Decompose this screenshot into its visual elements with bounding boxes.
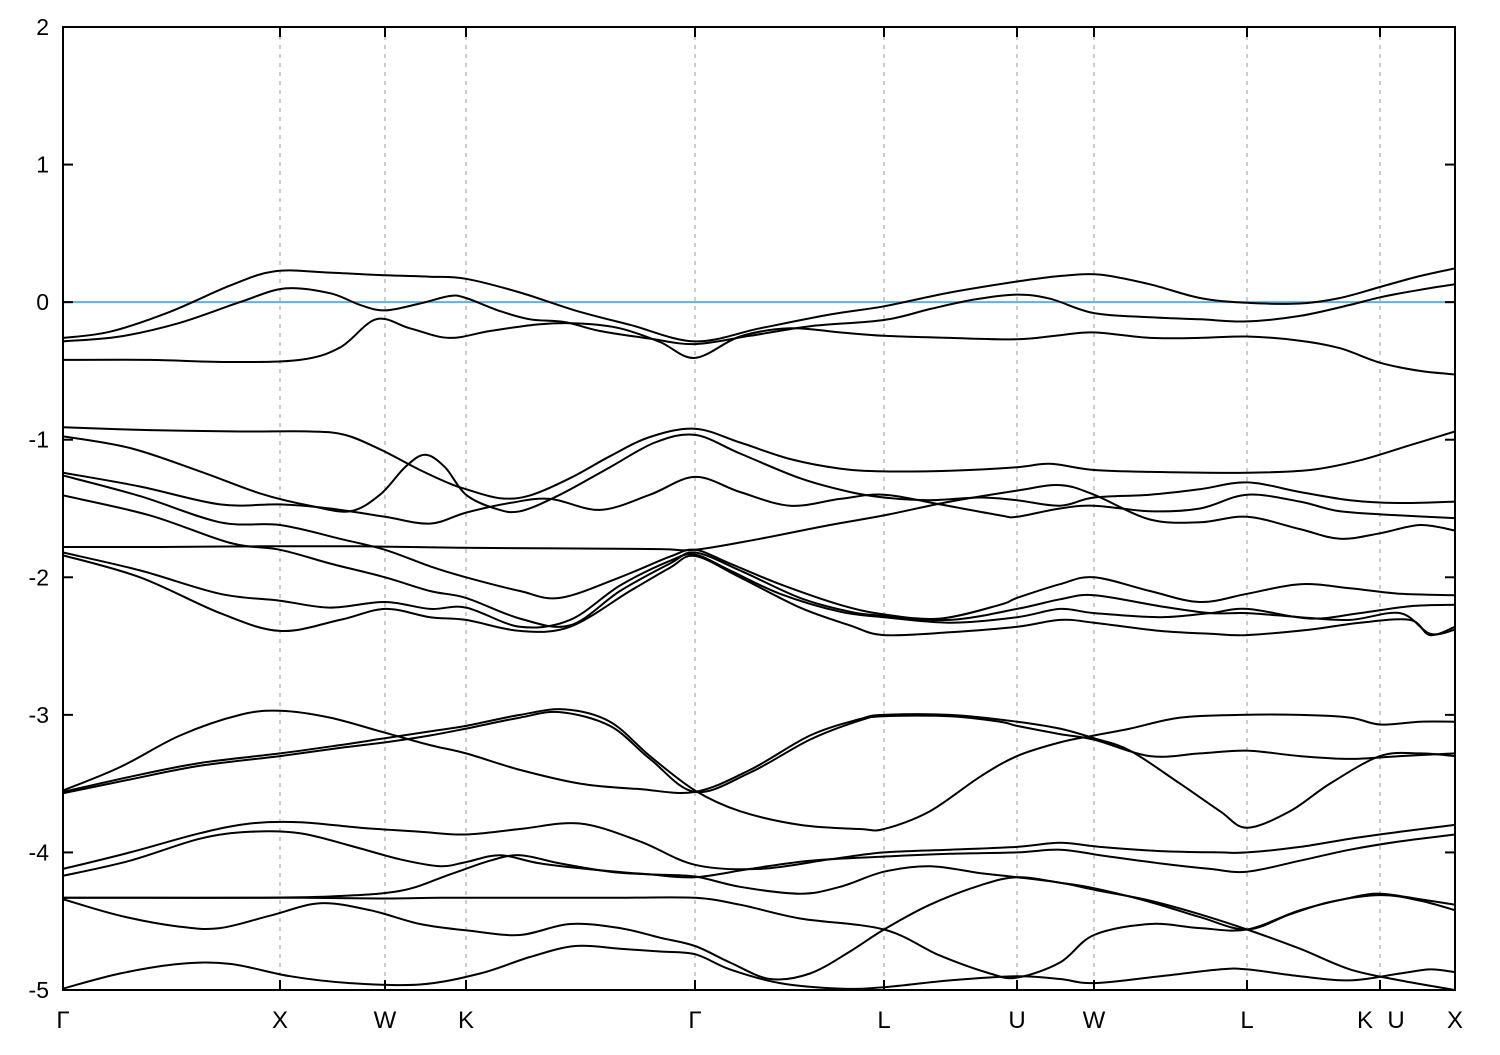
k-point-label: L bbox=[1240, 1007, 1253, 1034]
y-tick-label: -2 bbox=[29, 564, 49, 590]
band-curve-band-11 bbox=[63, 554, 1455, 637]
k-point-label: X bbox=[272, 1007, 288, 1034]
band-curve-band-12 bbox=[63, 709, 1455, 829]
y-tick-label: -3 bbox=[29, 702, 49, 728]
band-curve-band-09 bbox=[63, 484, 1455, 552]
k-point-label: K bbox=[1357, 1007, 1373, 1034]
band-curve-band-03 bbox=[63, 317, 1455, 376]
k-point-label: L bbox=[877, 1007, 890, 1034]
k-point-label: Γ bbox=[56, 1007, 69, 1034]
band-curve-band-07 bbox=[63, 474, 1455, 620]
band-curve-band-13 bbox=[63, 708, 1455, 832]
y-tick-label: -4 bbox=[29, 839, 50, 865]
k-point-label: W bbox=[374, 1007, 397, 1034]
band-curve-band-14 bbox=[63, 710, 1455, 795]
band-curve-band-15 bbox=[63, 820, 1455, 871]
y-tick-label: 0 bbox=[36, 289, 49, 315]
k-point-label: W bbox=[1083, 1007, 1106, 1034]
y-tick-label: 2 bbox=[36, 14, 49, 40]
band-curve-band-10 bbox=[63, 551, 1455, 629]
y-tick-label: -1 bbox=[29, 427, 49, 453]
y-tick-label: -5 bbox=[29, 977, 49, 1003]
band-curve-band-19 bbox=[63, 876, 1455, 981]
plot-border bbox=[62, 26, 1456, 991]
k-point-label: U bbox=[1387, 1007, 1404, 1034]
k-point-label: U bbox=[1008, 1007, 1025, 1034]
band-curve-band-04 bbox=[63, 426, 1455, 500]
band-curve-band-20 bbox=[63, 944, 1455, 990]
k-point-label: X bbox=[1447, 1007, 1463, 1034]
band-curve-band-01 bbox=[63, 267, 1455, 343]
band-curve-band-08 bbox=[63, 494, 1455, 636]
band-curve-band-16 bbox=[63, 830, 1455, 879]
k-point-label: Γ bbox=[688, 1007, 701, 1034]
band-curve-band-06 bbox=[63, 471, 1455, 525]
band-curve-band-17 bbox=[63, 854, 1455, 991]
band-curve-band-05 bbox=[63, 433, 1455, 514]
k-point-label: K bbox=[458, 1007, 474, 1034]
y-tick-label: 1 bbox=[36, 152, 49, 178]
band-curve-band-02 bbox=[63, 283, 1455, 346]
band-curve-band-18 bbox=[63, 892, 1455, 980]
